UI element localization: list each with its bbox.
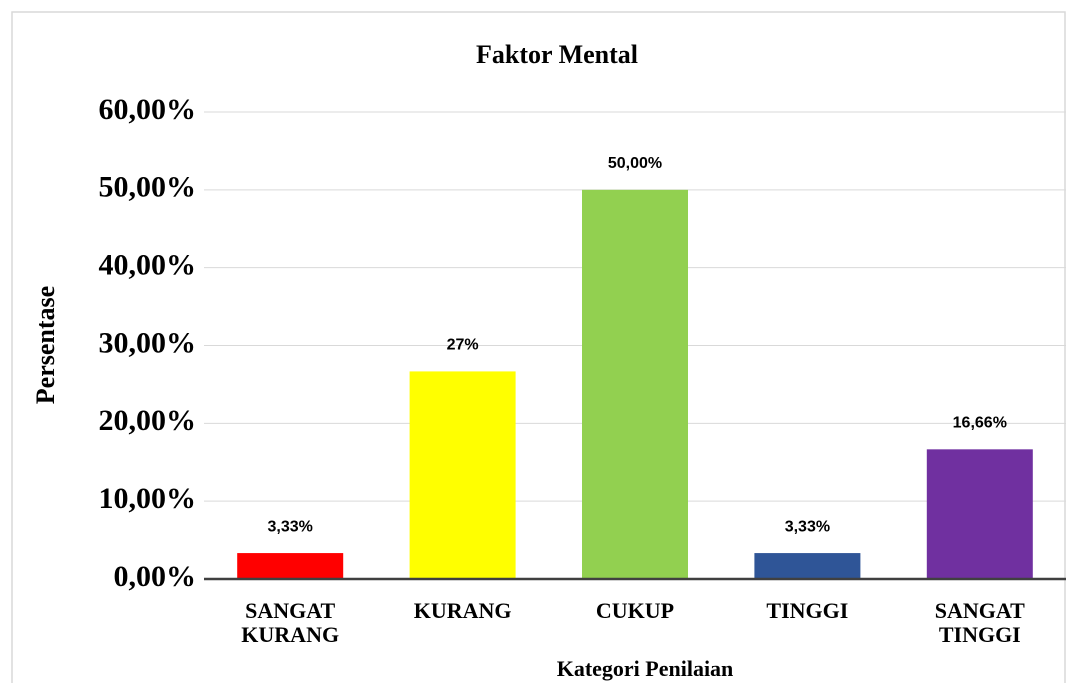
y-tick-label: 10,00% <box>99 482 197 515</box>
value-label: 3,33% <box>785 518 830 535</box>
y-tick-label: 40,00% <box>99 249 197 282</box>
x-tick-label: SANGAT KURANG <box>241 598 340 647</box>
chart-title: Faktor Mental <box>476 40 638 69</box>
value-label: 50,00% <box>608 155 662 172</box>
y-tick-label: 50,00% <box>99 171 197 204</box>
bar <box>582 189 688 580</box>
value-label: 27% <box>447 337 479 354</box>
bar <box>237 553 344 579</box>
bar <box>409 371 516 579</box>
x-tick-label: TINGGI <box>766 598 849 623</box>
x-tick-label: SANGAT TINGGI <box>934 598 1025 647</box>
y-axis-title: Persentase <box>31 286 60 404</box>
bar <box>754 553 861 579</box>
y-tick-label: 20,00% <box>99 404 197 437</box>
chart-frame <box>11 11 1066 683</box>
y-tick-label: 30,00% <box>99 326 197 359</box>
y-tick-label: 0,00% <box>114 560 197 593</box>
value-label: 3,33% <box>268 518 313 535</box>
bar <box>926 449 1033 579</box>
value-label: 16,66% <box>953 415 1007 432</box>
y-tick-label: 60,00% <box>99 93 197 126</box>
x-tick-label: KURANG <box>413 598 512 623</box>
x-tick-label: CUKUP <box>595 598 675 623</box>
x-axis-title: Kategori Penilaian <box>557 656 734 681</box>
